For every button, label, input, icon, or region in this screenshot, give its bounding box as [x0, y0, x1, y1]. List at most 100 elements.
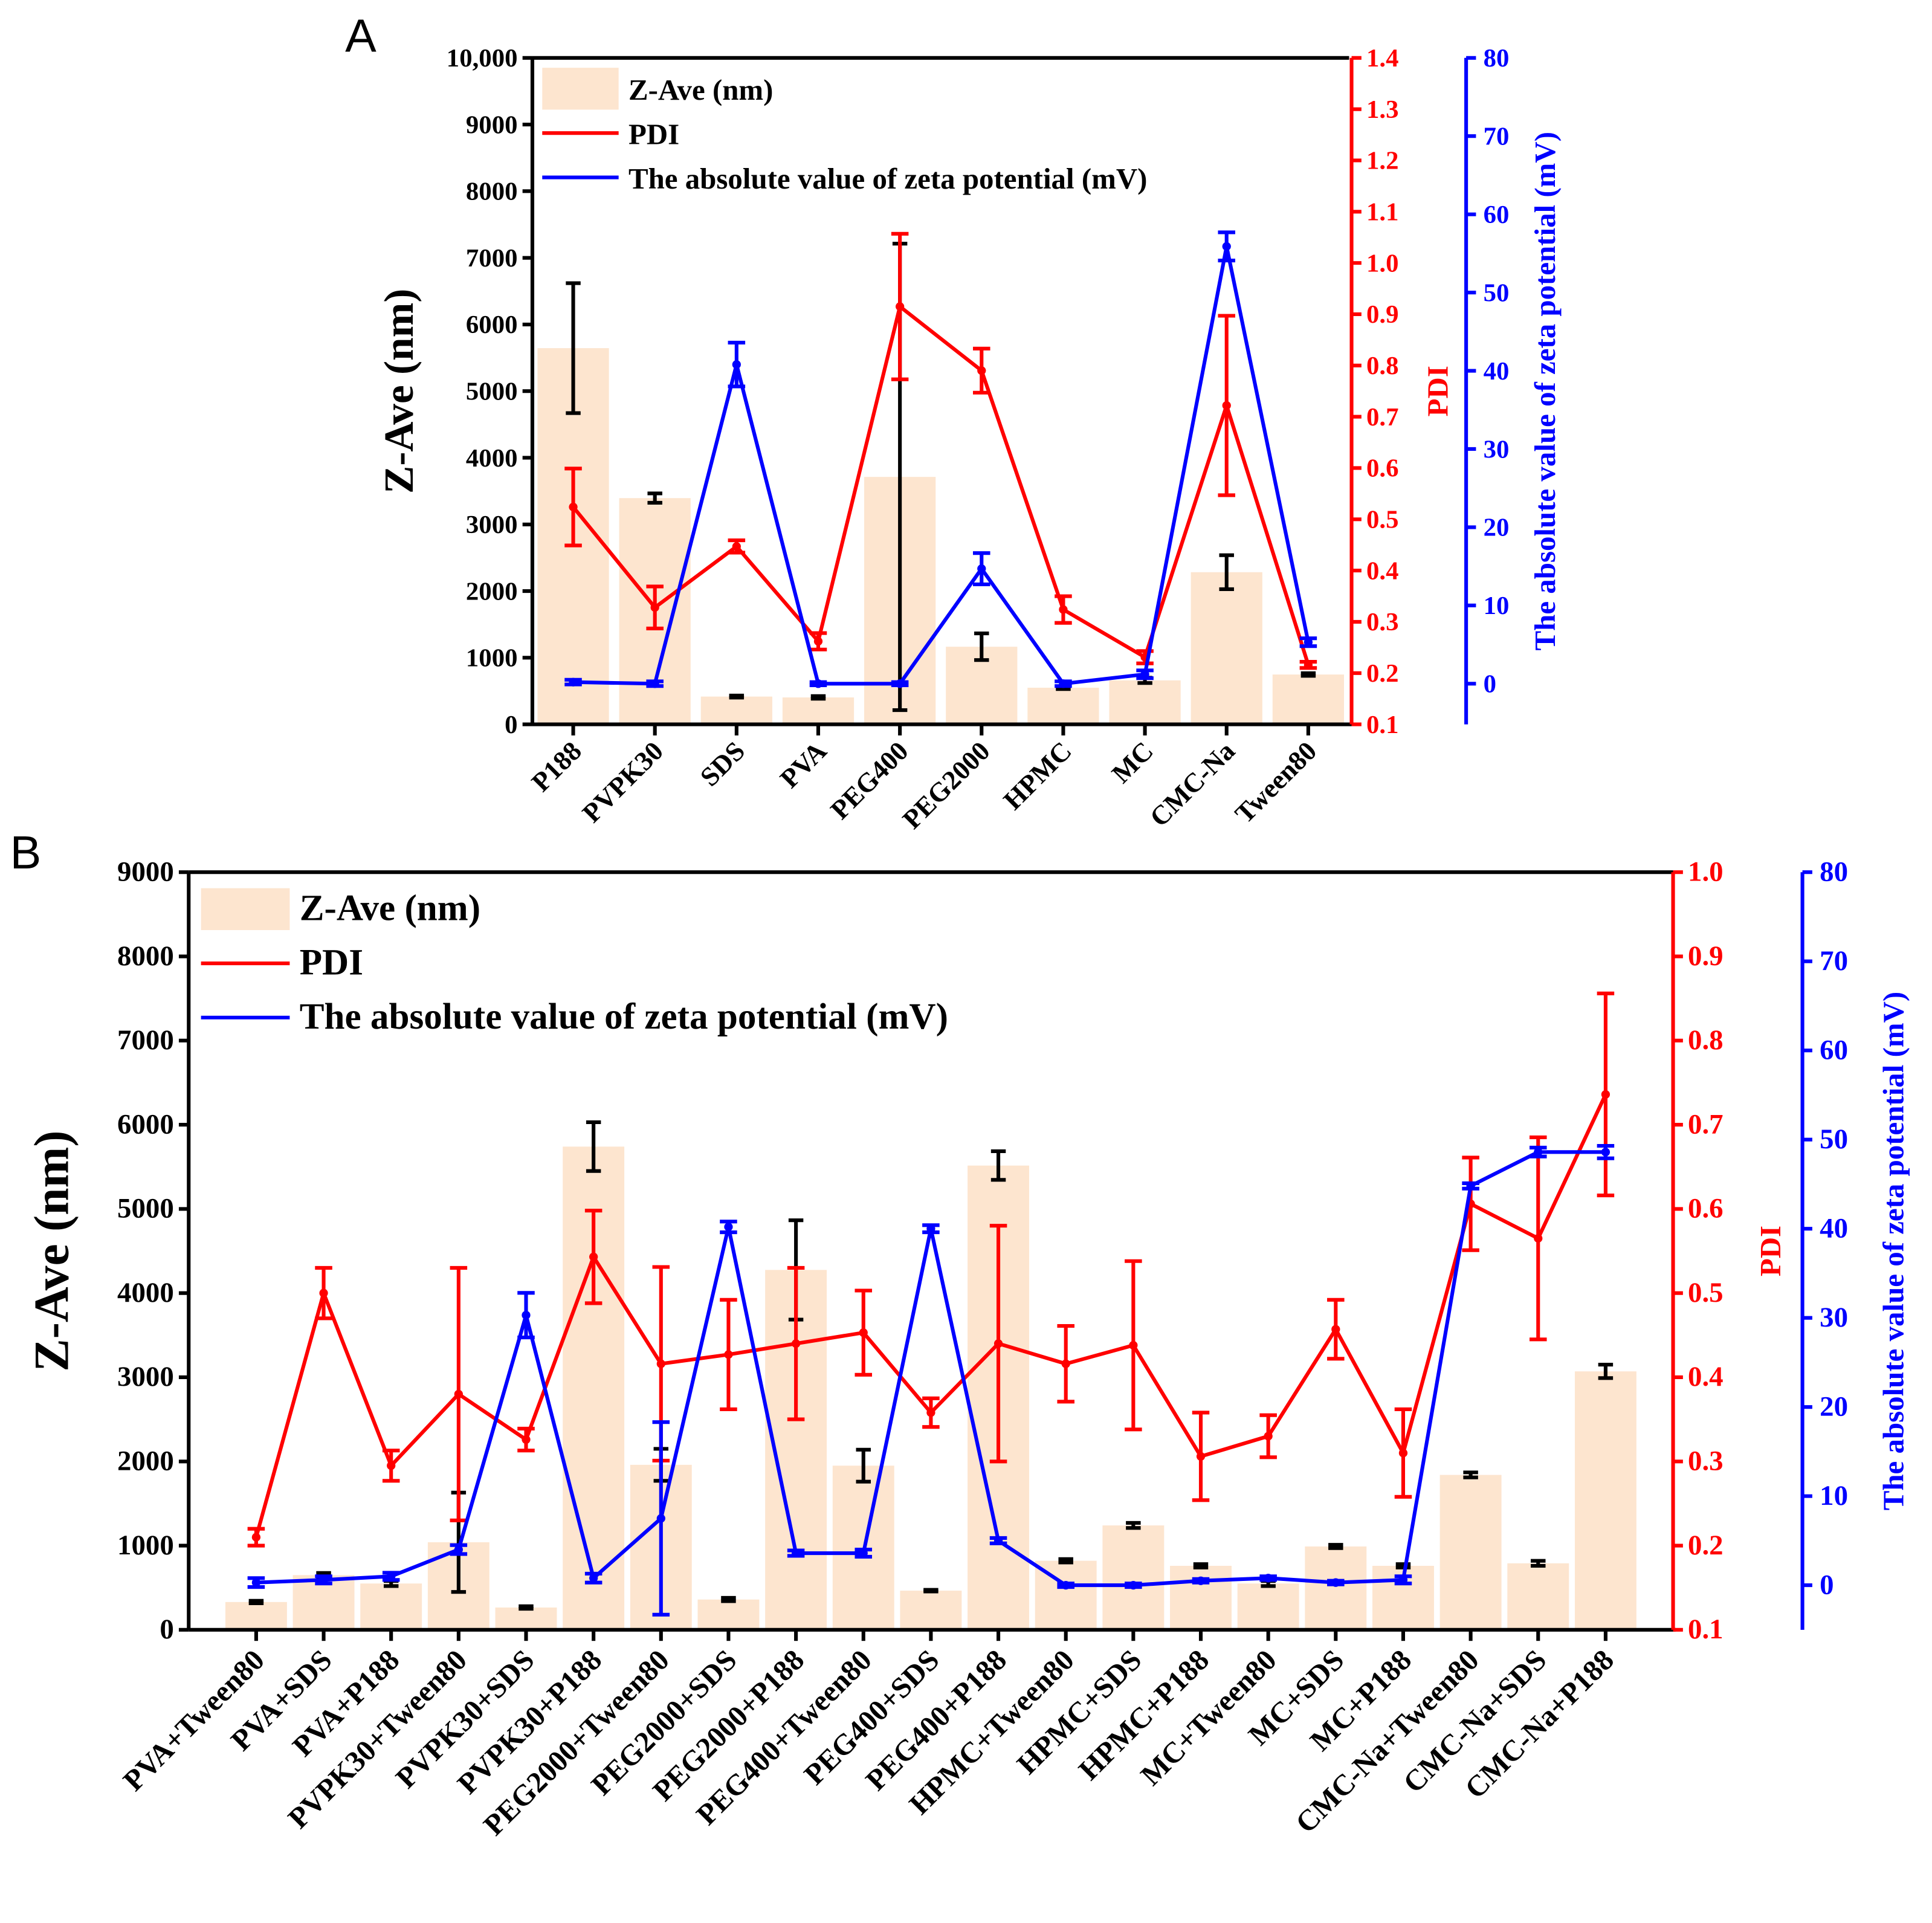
zeta-tick-label: 50	[1820, 1123, 1848, 1155]
pdi-tick-label: 1.0	[1688, 856, 1724, 887]
x-tick-label: HPMC	[998, 735, 1077, 815]
y-tick-label: 8000	[466, 178, 518, 206]
pdi-tick-label: 0.5	[1366, 506, 1399, 534]
zeta-point	[977, 564, 986, 574]
zeta-axis-title: The absolute value of zeta potential (mV…	[1877, 992, 1910, 1511]
pdi-point	[993, 1339, 1003, 1348]
legend-swatch-bar	[542, 68, 619, 110]
pdi-point	[1398, 1449, 1408, 1458]
pdi-tick-label: 1.0	[1366, 249, 1399, 277]
zeta-point	[859, 1548, 868, 1558]
zeta-tick-label: 20	[1484, 514, 1510, 542]
zeta-tick-label: 0	[1820, 1569, 1833, 1600]
zeta-tick-label: 30	[1484, 435, 1510, 464]
y-tick-label: 4000	[466, 444, 518, 473]
pdi-point	[926, 1408, 935, 1417]
y-tick-label: 2000	[117, 1446, 174, 1477]
legend-label: Z-Ave (nm)	[300, 888, 480, 929]
y-tick-label: 0	[160, 1614, 173, 1645]
y-axis-title: Z-Ave (nm)	[24, 1130, 79, 1371]
x-tick-label: P188	[526, 735, 587, 797]
panel-a: A 0 1000 2000 3000 4000 5000 6000 7000 8000 9000 10…	[345, 10, 1562, 835]
pdi-point	[1534, 1234, 1543, 1243]
zeta-point	[1331, 1578, 1340, 1587]
zeta-point	[251, 1578, 261, 1587]
zeta-point	[791, 1548, 801, 1558]
pdi-axis-title: PDI	[1754, 1226, 1787, 1276]
x-tick-label: PVA	[774, 735, 833, 794]
zeta-point	[896, 679, 905, 688]
zeta-tick-label: 10	[1484, 592, 1510, 620]
y-tick-label: 6000	[466, 311, 518, 339]
y-tick-label: 7000	[117, 1024, 174, 1056]
pdi-tick-label: 0.5	[1688, 1277, 1724, 1308]
pdi-tick-label: 0.8	[1688, 1024, 1724, 1056]
y-tick-label: 10,000	[447, 44, 518, 73]
legend-label: Z-Ave (nm)	[628, 73, 774, 106]
pdi-point	[724, 1350, 733, 1359]
panel-label: A	[345, 10, 376, 62]
x-tick-label: PEG2000	[897, 735, 996, 835]
zeta-point	[1398, 1576, 1408, 1585]
zeta-tick-label: 30	[1820, 1302, 1848, 1333]
pdi-point	[656, 1359, 665, 1368]
pdi-point	[732, 542, 741, 551]
pdi-point	[251, 1533, 261, 1542]
zeta-point	[589, 1574, 598, 1583]
zeta-point	[1304, 638, 1313, 647]
panel-label: B	[10, 827, 42, 879]
pdi-tick-label: 0.7	[1688, 1108, 1724, 1140]
bar	[700, 696, 772, 725]
x-tick-label: MC	[1106, 735, 1159, 789]
bar	[1574, 1371, 1636, 1630]
y-tick-label: 9000	[117, 856, 174, 887]
pdi-point	[522, 1435, 531, 1444]
pdi-tick-label: 0.4	[1688, 1361, 1724, 1392]
pdi-point	[1304, 661, 1313, 670]
y-tick-label: 1000	[466, 644, 518, 673]
legend-label: PDI	[300, 942, 363, 983]
zeta-point	[1601, 1148, 1611, 1157]
legend: Z-Ave (nm) PDI The absolute value of zeta …	[201, 888, 948, 1037]
bar	[495, 1607, 557, 1630]
pdi-point	[589, 1252, 598, 1261]
pdi-point	[813, 637, 823, 646]
pdi-point	[1331, 1325, 1340, 1334]
bar	[1439, 1475, 1502, 1630]
legend-swatch-bar	[201, 888, 290, 931]
y-tick-label: 3000	[466, 511, 518, 539]
zeta-point	[569, 677, 578, 687]
bar	[697, 1599, 760, 1630]
pdi-line	[572, 303, 1310, 666]
bar	[782, 697, 855, 725]
pdi-point	[1061, 1359, 1070, 1368]
pdi-tick-label: 0.1	[1366, 711, 1399, 739]
y-tick-label: 4000	[117, 1277, 174, 1308]
pdi-tick-label: 1.3	[1366, 95, 1399, 124]
pdi-tick-label: 0.8	[1366, 352, 1399, 380]
pdi-point	[569, 502, 578, 512]
zeta-tick-label: 60	[1820, 1034, 1848, 1065]
zeta-point	[993, 1536, 1003, 1545]
y-tick-label: 0	[505, 711, 517, 739]
zeta-tick-label: 80	[1484, 44, 1510, 73]
zeta-point	[650, 679, 659, 688]
zeta-point	[1534, 1148, 1543, 1157]
pdi-tick-label: 0.3	[1688, 1446, 1724, 1477]
pdi-axis-title: PDI	[1421, 366, 1455, 416]
x-tick-label: CMC-Na	[1144, 735, 1241, 832]
pdi-point	[319, 1288, 328, 1298]
pdi-point	[791, 1339, 801, 1348]
zeta-point	[1222, 242, 1231, 251]
bar	[225, 1601, 287, 1630]
pdi-tick-label: 0.9	[1366, 300, 1399, 329]
y-tick-label: 7000	[466, 244, 518, 273]
pdi-tick-label: 0.6	[1366, 454, 1399, 483]
pdi-tick-label: 0.3	[1366, 608, 1399, 636]
x-tick-label: PVPK30	[577, 735, 669, 828]
pdi-point	[859, 1328, 868, 1337]
zeta-axis-title: The absolute value of zeta potential (mV…	[1528, 132, 1562, 651]
pdi-point	[1129, 1340, 1138, 1350]
zeta-tick-label: 70	[1820, 945, 1848, 977]
